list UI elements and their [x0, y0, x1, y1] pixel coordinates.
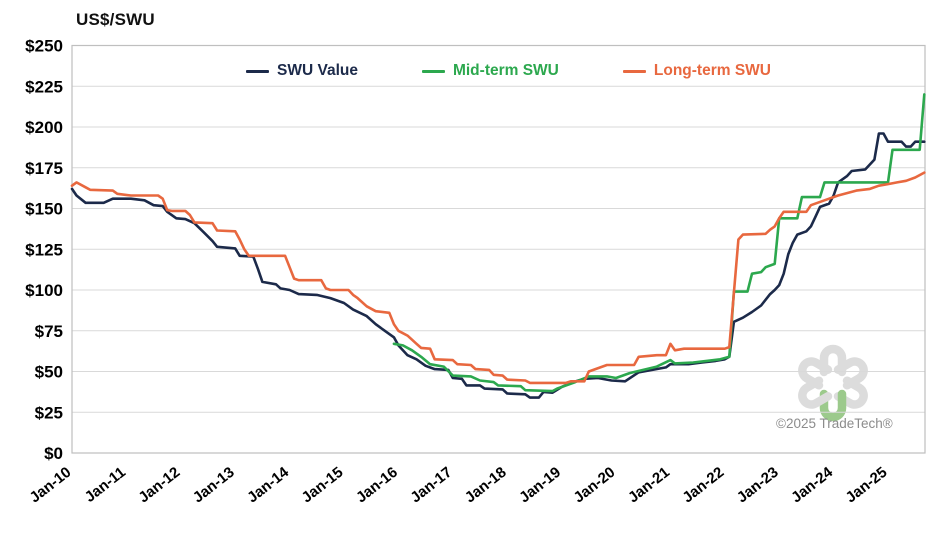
series-line-long-term — [70, 171, 926, 385]
y-axis-tick-label: $225 — [25, 77, 63, 96]
x-axis-tick-label: Jan-20 — [571, 464, 619, 507]
logo-petal-gray — [819, 344, 847, 377]
x-axis-tick-label: Jan-22 — [679, 464, 727, 507]
x-axis-tick-label: Jan-24 — [788, 463, 836, 506]
legend-label: SWU Value — [277, 62, 358, 79]
y-axis-tick-label: $200 — [25, 118, 63, 137]
y-axis-tick-label: $150 — [25, 200, 63, 219]
y-axis-tick-label: $75 — [35, 322, 63, 341]
x-axis-tick-label: Jan-11 — [82, 464, 129, 506]
logo-petal-gray — [798, 376, 833, 409]
x-axis-tick-label: Jan-12 — [135, 464, 183, 507]
x-axis-tick-label: Jan-23 — [734, 464, 782, 507]
y-axis-tick-label: $250 — [25, 37, 63, 56]
swu-value-line-swatch — [246, 69, 269, 73]
legend-item-mid-term: Mid-term SWU — [421, 62, 559, 80]
logo-petal-gray — [798, 357, 833, 390]
series-line-swu-value — [70, 132, 926, 399]
y-axis-tick-label: $0 — [44, 444, 63, 463]
y-axis-tick-label: $50 — [35, 363, 63, 382]
legend-label: Long-term SWU — [653, 62, 771, 79]
series-line-mid-term — [392, 93, 926, 393]
long-term-line-swatch — [622, 69, 646, 73]
x-axis-tick-label: Jan-18 — [462, 464, 510, 507]
x-axis-tick-label: Jan-19 — [516, 464, 564, 507]
y-axis-tick-label: $25 — [35, 403, 63, 422]
logo-petal-gray — [833, 357, 868, 390]
x-axis-tick-label: Jan-17 — [407, 464, 455, 507]
legend-item-long-term: Long-term SWU — [622, 62, 771, 80]
mid-term-line-swatch — [421, 69, 445, 73]
tradetech-logo-icon — [798, 344, 868, 422]
x-axis-tick-label: Jan-21 — [625, 464, 673, 507]
x-axis-tick-label: Jan-10 — [27, 464, 75, 507]
y-axis-tick-label: $125 — [25, 240, 63, 259]
y-axis-tick-label: $100 — [25, 281, 63, 300]
x-axis-tick-label: Jan-15 — [299, 464, 347, 507]
x-axis-tick-label: Jan-25 — [843, 464, 891, 507]
logo-petal-gray — [833, 376, 868, 409]
x-axis-tick-label: Jan-13 — [190, 464, 238, 507]
plot-border — [71, 44, 926, 454]
y-axis-tick-label: $175 — [25, 159, 63, 178]
x-axis-tick-label: Jan-16 — [353, 464, 401, 507]
copyright-text: ©2025 TradeTech® — [776, 416, 893, 431]
chart-legend: SWU Value Mid-term SWU Long-term SWU — [246, 62, 771, 80]
legend-item-swu-value: SWU Value — [246, 62, 358, 80]
legend-label: Mid-term SWU — [452, 62, 559, 79]
logo-petal-green — [819, 389, 847, 422]
x-axis-tick-label: Jan-14 — [244, 463, 292, 506]
y-axis-title: US$/SWU — [76, 10, 155, 29]
